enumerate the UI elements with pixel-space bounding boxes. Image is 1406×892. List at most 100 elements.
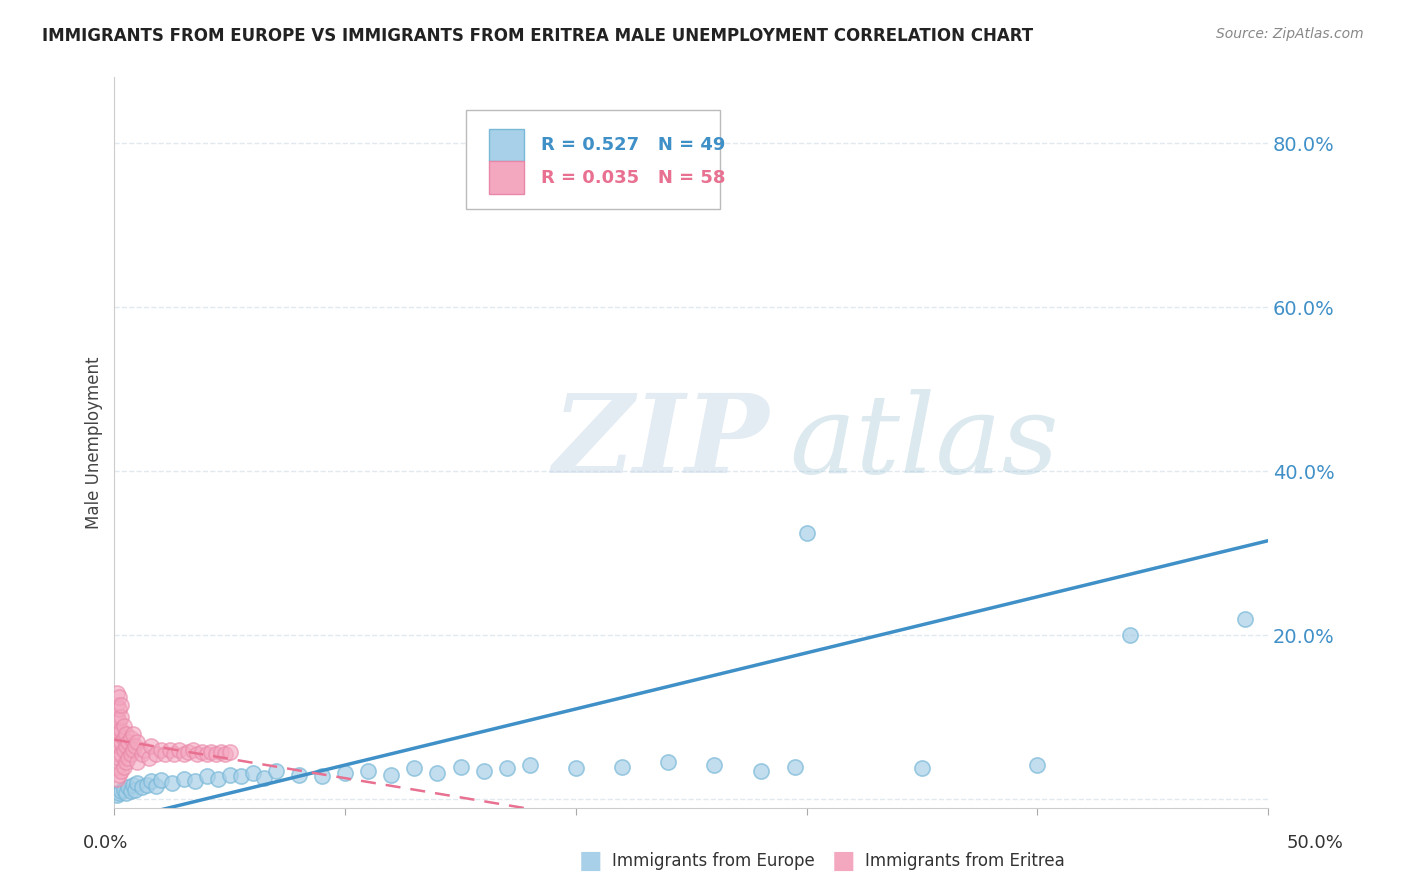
Point bbox=[105, 735, 128, 749]
Point bbox=[145, 779, 167, 793]
Point bbox=[112, 759, 135, 773]
FancyBboxPatch shape bbox=[489, 161, 524, 194]
Point bbox=[191, 745, 214, 759]
Point bbox=[122, 727, 145, 741]
Point bbox=[105, 772, 128, 786]
Point bbox=[1118, 628, 1140, 642]
Point bbox=[565, 761, 588, 775]
Point bbox=[149, 772, 172, 787]
Point bbox=[657, 756, 679, 770]
Point bbox=[105, 698, 128, 712]
Point bbox=[785, 759, 807, 773]
Text: ZIP: ZIP bbox=[553, 389, 769, 496]
Point bbox=[122, 743, 145, 757]
Point bbox=[108, 739, 131, 753]
Point bbox=[124, 739, 146, 753]
Point bbox=[108, 702, 131, 716]
Point bbox=[108, 751, 131, 765]
Point bbox=[242, 766, 264, 780]
Point bbox=[110, 723, 132, 737]
Point bbox=[134, 743, 156, 757]
Point bbox=[112, 731, 135, 745]
Point bbox=[115, 739, 138, 753]
Point bbox=[117, 780, 139, 794]
Point bbox=[120, 784, 142, 798]
Point bbox=[311, 769, 333, 783]
Point bbox=[110, 710, 132, 724]
Text: Source: ZipAtlas.com: Source: ZipAtlas.com bbox=[1216, 27, 1364, 41]
Text: ■: ■ bbox=[579, 849, 602, 872]
Point bbox=[264, 764, 287, 778]
Point bbox=[112, 718, 135, 732]
Point bbox=[105, 759, 128, 773]
Point bbox=[110, 764, 132, 778]
Point bbox=[105, 723, 128, 737]
Point bbox=[218, 745, 240, 759]
Point bbox=[911, 761, 934, 775]
Text: Immigrants from Europe: Immigrants from Europe bbox=[612, 852, 814, 870]
Point bbox=[110, 735, 132, 749]
Point bbox=[108, 714, 131, 729]
Point bbox=[110, 747, 132, 762]
Point bbox=[200, 745, 222, 759]
Text: R = 0.527   N = 49: R = 0.527 N = 49 bbox=[541, 136, 725, 154]
Point bbox=[181, 743, 204, 757]
Point bbox=[186, 747, 208, 762]
Point bbox=[426, 766, 449, 780]
Point bbox=[749, 764, 772, 778]
Point bbox=[117, 751, 139, 765]
Point bbox=[195, 769, 218, 783]
Point bbox=[703, 758, 725, 772]
Point bbox=[184, 774, 207, 789]
Point bbox=[450, 759, 472, 773]
Point bbox=[138, 751, 160, 765]
Point bbox=[205, 747, 228, 762]
Point bbox=[214, 747, 236, 762]
Point bbox=[209, 745, 232, 759]
Point bbox=[112, 743, 135, 757]
Point bbox=[610, 759, 633, 773]
FancyBboxPatch shape bbox=[467, 111, 720, 209]
Point bbox=[108, 727, 131, 741]
Point bbox=[124, 782, 146, 797]
Text: Immigrants from Eritrea: Immigrants from Eritrea bbox=[865, 852, 1064, 870]
Point bbox=[108, 786, 131, 800]
Point bbox=[122, 778, 145, 792]
Text: 50.0%: 50.0% bbox=[1286, 834, 1343, 852]
Point bbox=[218, 768, 240, 782]
Point bbox=[117, 735, 139, 749]
Point bbox=[472, 764, 495, 778]
Point bbox=[1234, 612, 1257, 626]
Y-axis label: Male Unemployment: Male Unemployment bbox=[86, 356, 103, 529]
Point bbox=[1372, 276, 1395, 290]
Point bbox=[1026, 758, 1049, 772]
Point bbox=[105, 789, 128, 803]
Text: 0.0%: 0.0% bbox=[83, 834, 128, 852]
Point bbox=[115, 727, 138, 741]
Point bbox=[108, 768, 131, 782]
Point bbox=[120, 731, 142, 745]
Point bbox=[253, 771, 276, 785]
Point bbox=[163, 747, 186, 762]
Point bbox=[333, 766, 356, 780]
Point bbox=[167, 743, 190, 757]
Point bbox=[519, 758, 541, 772]
Point bbox=[231, 769, 253, 783]
Point bbox=[110, 698, 132, 712]
Point bbox=[105, 686, 128, 700]
Point bbox=[131, 780, 153, 794]
Point bbox=[145, 747, 167, 762]
Point bbox=[105, 747, 128, 762]
Text: ■: ■ bbox=[832, 849, 855, 872]
Point bbox=[131, 747, 153, 762]
Point bbox=[115, 786, 138, 800]
Point bbox=[127, 776, 149, 790]
Point bbox=[127, 756, 149, 770]
Point bbox=[105, 710, 128, 724]
Point bbox=[112, 782, 135, 797]
Point bbox=[141, 739, 163, 753]
Point bbox=[149, 743, 172, 757]
Text: IMMIGRANTS FROM EUROPE VS IMMIGRANTS FROM ERITREA MALE UNEMPLOYMENT CORRELATION : IMMIGRANTS FROM EUROPE VS IMMIGRANTS FRO… bbox=[42, 27, 1033, 45]
Point bbox=[495, 761, 517, 775]
Point bbox=[160, 776, 183, 790]
